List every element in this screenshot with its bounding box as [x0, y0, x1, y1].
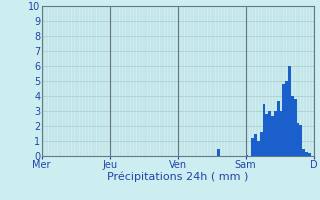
Bar [265, 114, 268, 156]
Bar [302, 148, 305, 156]
Bar [294, 99, 297, 156]
Bar [291, 96, 294, 156]
Bar [297, 123, 300, 156]
Bar [263, 104, 265, 156]
Bar [268, 111, 271, 156]
Bar [260, 132, 263, 156]
Bar [271, 116, 274, 156]
Bar [288, 66, 291, 156]
Bar [285, 81, 288, 156]
Bar [246, 154, 248, 156]
Bar [217, 148, 220, 156]
Bar [308, 153, 311, 156]
Bar [283, 84, 285, 156]
Bar [254, 134, 257, 156]
Bar [274, 111, 277, 156]
Bar [277, 100, 280, 156]
X-axis label: Précipitations 24h ( mm ): Précipitations 24h ( mm ) [107, 172, 248, 182]
Bar [305, 152, 308, 156]
Bar [257, 141, 260, 156]
Bar [300, 124, 302, 156]
Bar [251, 138, 254, 156]
Bar [280, 111, 283, 156]
